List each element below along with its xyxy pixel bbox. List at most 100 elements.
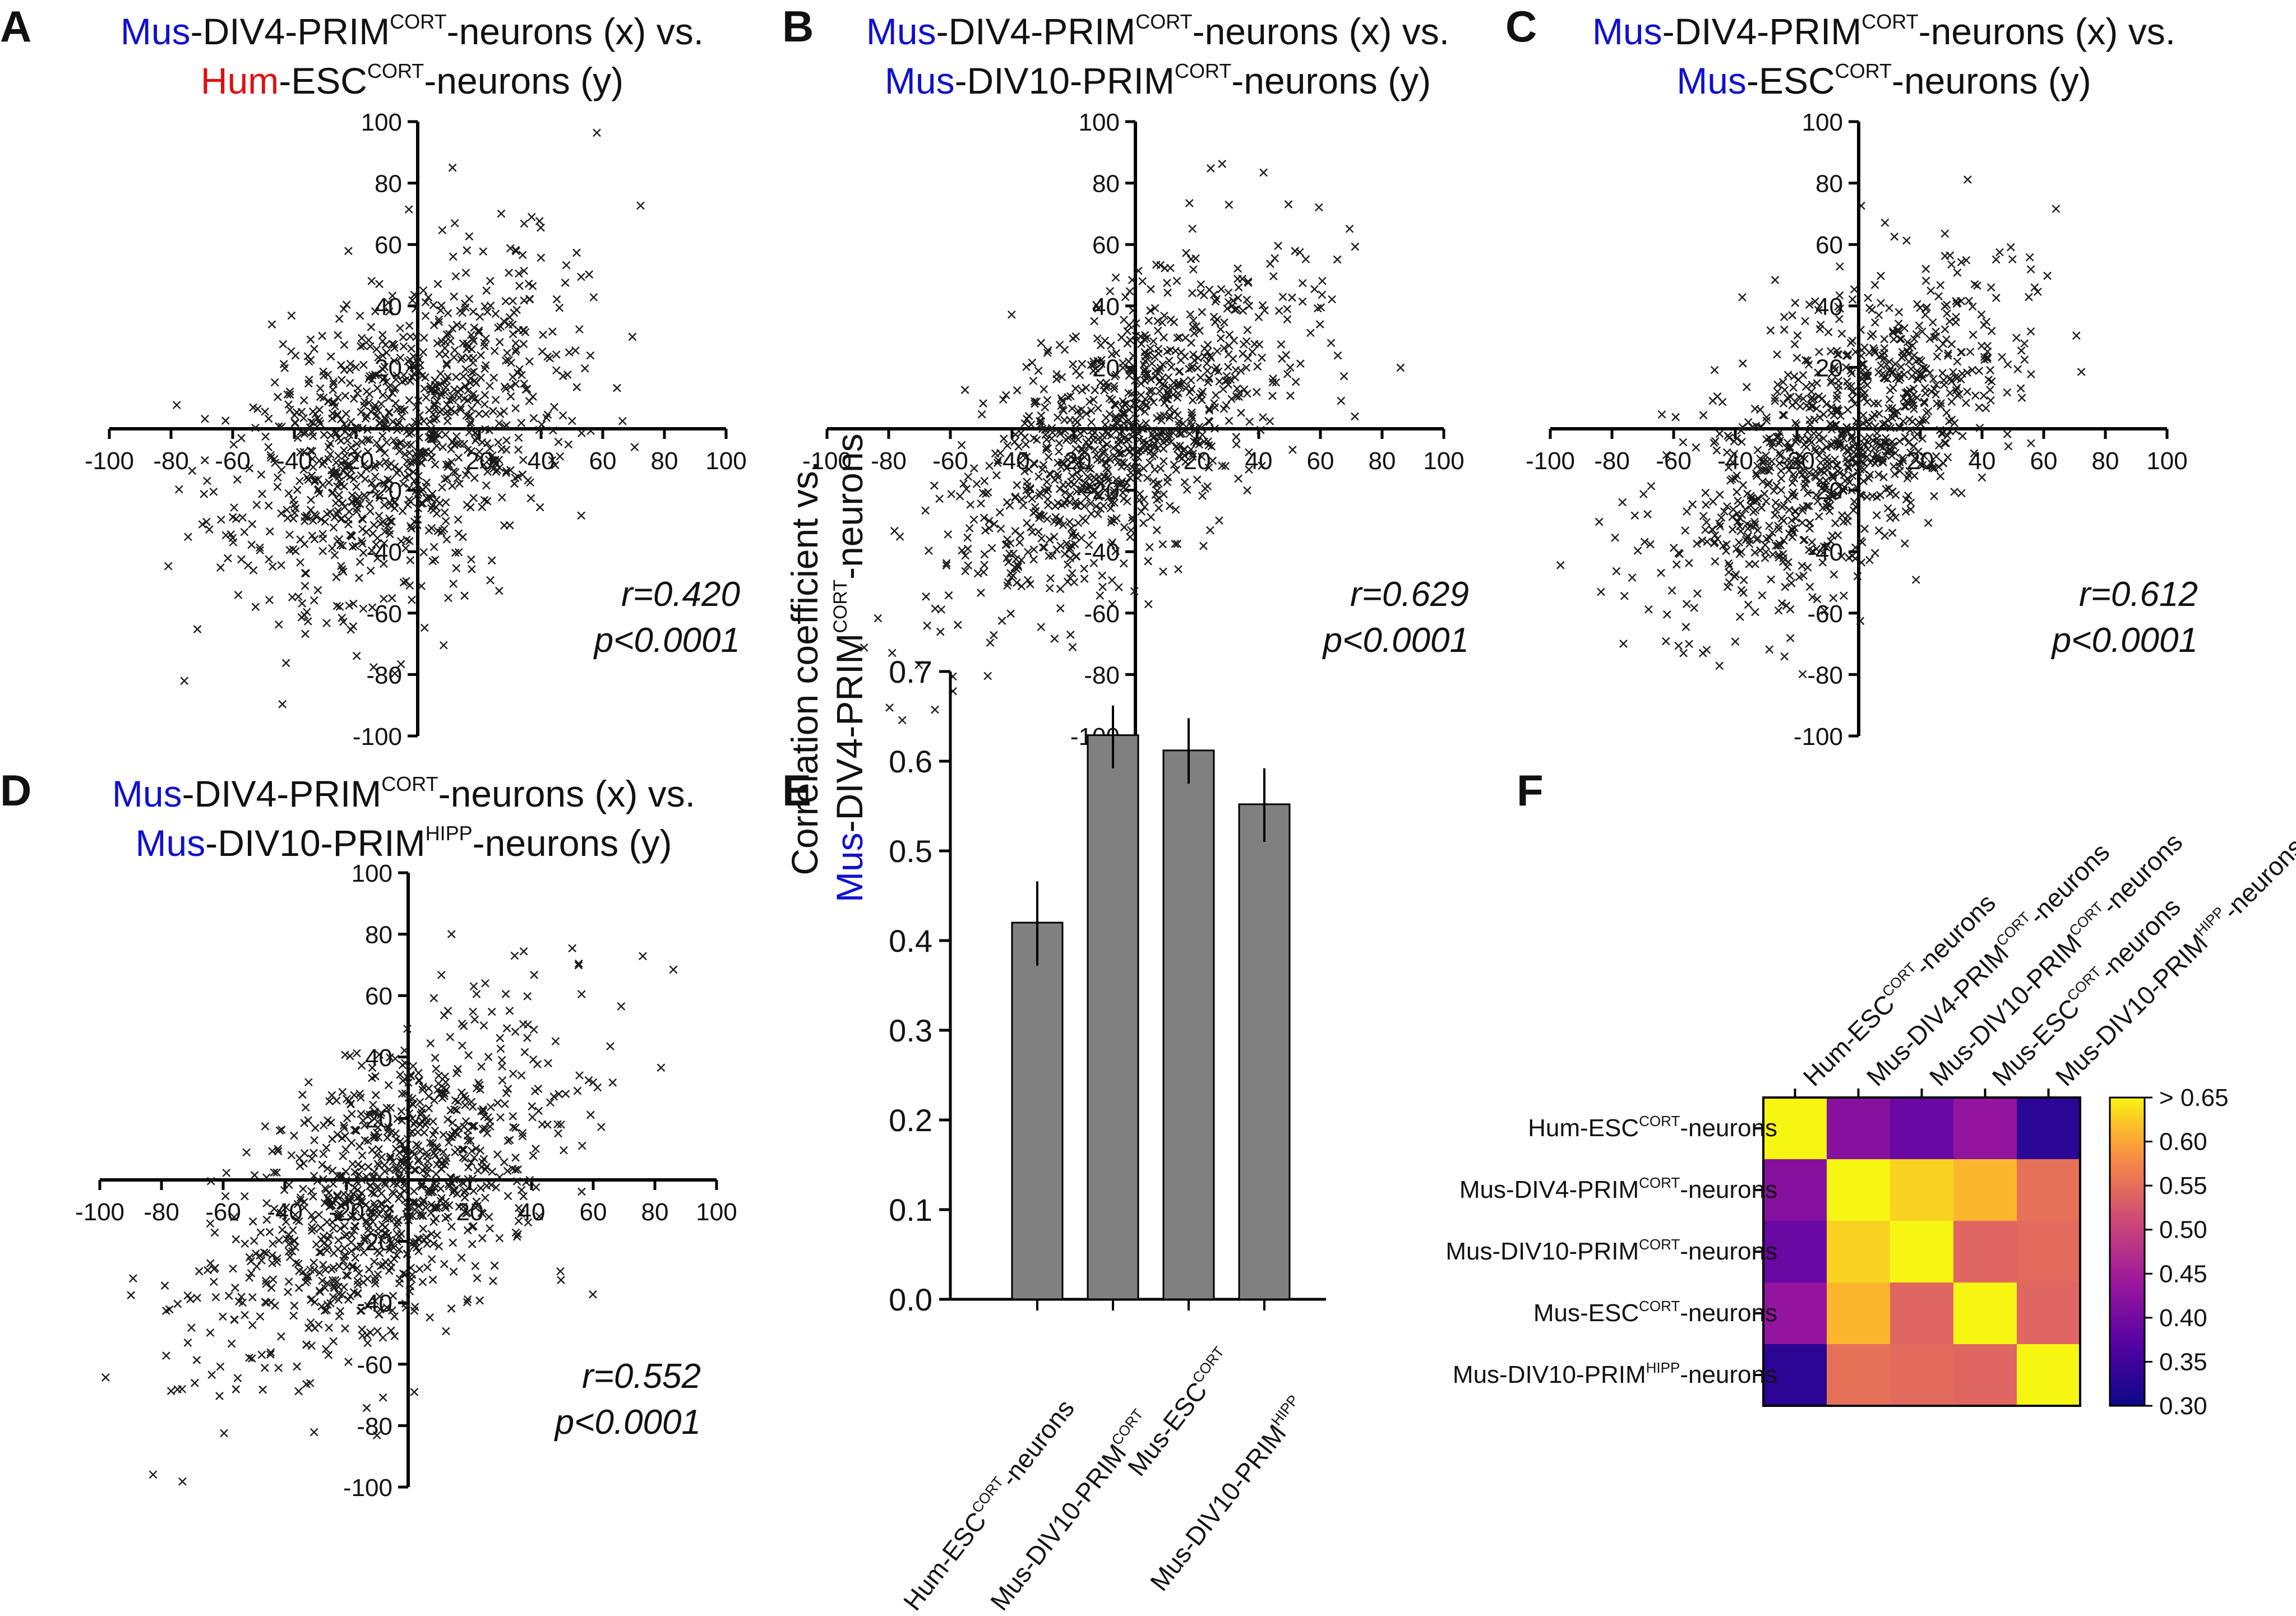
scatter-point (308, 407, 317, 416)
scatter-point (431, 381, 440, 389)
scatter-point (1966, 348, 1975, 356)
scatter-point (277, 509, 285, 518)
scatter-point (1244, 354, 1253, 363)
scatter-point (1127, 422, 1135, 430)
scatter-point (1154, 344, 1163, 353)
scatter-point (452, 564, 461, 573)
scatter-point (481, 979, 489, 988)
scatter-point (385, 1205, 394, 1214)
scatter-point (996, 524, 1005, 533)
scatter-point (464, 1051, 473, 1059)
scatter-point (321, 517, 330, 526)
scatter-point (1152, 260, 1161, 269)
scatter-point (1987, 327, 1996, 335)
colorbar-tick-label: > 0.65 (2159, 1084, 2229, 1112)
scatter-point (371, 1091, 380, 1100)
scatter-point (433, 527, 442, 535)
scatter-point (433, 397, 441, 406)
scatter-point (372, 345, 381, 354)
scatter-point (1957, 489, 1966, 498)
colorbar-tick-label: 0.60 (2159, 1128, 2207, 1156)
scatter-point (1224, 363, 1232, 371)
scatter-point (1232, 433, 1241, 441)
bar (1238, 803, 1291, 1300)
scatter-point (444, 1115, 452, 1124)
scatter-point (437, 970, 446, 979)
scatter-point (324, 397, 332, 406)
scatter-point (1963, 387, 1971, 396)
scatter-point (345, 379, 354, 387)
scatter-point (1185, 199, 1194, 207)
scatter-point (173, 1299, 182, 1308)
scatter-point (355, 492, 364, 501)
scatter-point (1078, 386, 1087, 395)
scatter-point (302, 1340, 311, 1349)
scatter-point (435, 318, 444, 326)
scatter-point (441, 430, 450, 439)
bar-y-tick-label: 0.5 (889, 834, 932, 869)
scatter-point (1318, 290, 1327, 299)
y-tick-label: 80 (365, 922, 392, 949)
scatter-point (477, 1062, 486, 1071)
scatter-point (261, 408, 269, 416)
scatter-point (477, 351, 485, 360)
scatter-point (370, 1257, 378, 1266)
scatter-point (1089, 559, 1098, 567)
scatter-point (1066, 490, 1075, 499)
x-tick-label: 40 (528, 447, 555, 475)
scatter-point (316, 1223, 325, 1232)
scatter-point (1801, 382, 1810, 391)
scatter-point (410, 1187, 418, 1196)
scatter-point (1108, 576, 1116, 585)
scatter-point (525, 295, 534, 304)
scatter-point (969, 515, 978, 524)
scatter-point (1217, 285, 1226, 294)
scatter-point (320, 430, 329, 439)
scatter-point (1248, 348, 1256, 356)
scatter-point (502, 446, 511, 454)
scatter-point (296, 558, 304, 567)
scatter-point (301, 629, 309, 638)
scatter-point (1098, 582, 1107, 591)
scatter-point (964, 561, 973, 570)
scatter-point (273, 483, 282, 491)
scatter-point (358, 515, 367, 524)
scatter-point (1298, 279, 1307, 288)
scatter-point (1147, 513, 1155, 521)
scatter-point (271, 459, 279, 467)
scatter-point (1198, 492, 1207, 500)
scatter-point (318, 534, 327, 543)
scatter-point (1316, 303, 1325, 312)
scatter-point (1054, 413, 1062, 422)
scatter-point (357, 471, 366, 480)
scatter-point (369, 521, 378, 529)
scatter-point (519, 947, 528, 956)
x-tick-label: 100 (2146, 447, 2187, 475)
scatter-point (433, 280, 442, 288)
scatter-point (1863, 493, 1872, 501)
scatter-point (1964, 175, 1972, 184)
scatter-point (1144, 600, 1153, 609)
scatter-point (1992, 294, 2001, 302)
scatter-point (1190, 329, 1199, 338)
scatter-point (1013, 386, 1022, 395)
scatter-point (216, 563, 225, 572)
scatter-point (486, 576, 495, 585)
scatter-point (965, 524, 974, 533)
scatter-point (1221, 376, 1230, 385)
scatter-point (1328, 295, 1336, 304)
scatter-point (444, 462, 452, 471)
scatter-point (285, 530, 294, 539)
scatter-point (1216, 334, 1225, 342)
scatter-point (340, 1244, 349, 1252)
scatter-point (1044, 501, 1052, 510)
scatter-point (306, 335, 315, 344)
scatter-point (1793, 354, 1801, 362)
scatter-point (1066, 554, 1075, 563)
y-tick-label: -80 (357, 1413, 392, 1440)
scatter-point (331, 499, 340, 508)
scatter-point (1087, 510, 1096, 518)
x-tick-label: -100 (75, 1198, 124, 1226)
scatter-point (1153, 526, 1161, 535)
scatter-point (396, 404, 405, 413)
